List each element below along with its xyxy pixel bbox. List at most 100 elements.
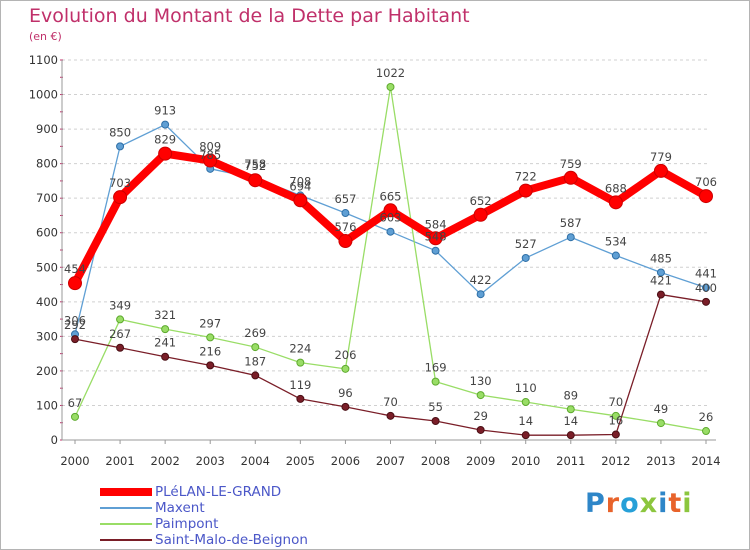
legend-item-saint-malo[interactable]: Saint-Malo-de-Beignon bbox=[100, 532, 308, 548]
data-point bbox=[251, 343, 260, 352]
data-label: 829 bbox=[154, 133, 176, 147]
data-label: 292 bbox=[64, 318, 86, 332]
x-tick-label: 2007 bbox=[376, 454, 405, 468]
data-point bbox=[203, 153, 218, 168]
legend-label-maxent: Maxent bbox=[155, 500, 205, 516]
data-point bbox=[341, 364, 350, 373]
data-point bbox=[428, 231, 443, 246]
data-point bbox=[476, 391, 485, 400]
data-label: 779 bbox=[650, 150, 672, 164]
data-point bbox=[521, 253, 530, 262]
data-point bbox=[161, 352, 170, 361]
logo-letter: r bbox=[605, 488, 621, 519]
data-point bbox=[702, 283, 710, 292]
data-point bbox=[656, 290, 665, 299]
data-label: 587 bbox=[560, 216, 582, 230]
data-point bbox=[476, 290, 485, 299]
legend-label-paimpont: Paimpont bbox=[155, 516, 219, 532]
data-point bbox=[521, 431, 530, 440]
data-point bbox=[158, 146, 173, 161]
logo-letter: o bbox=[620, 488, 640, 519]
x-tick-label: 2000 bbox=[60, 454, 89, 468]
data-point bbox=[566, 233, 575, 242]
data-label: 14 bbox=[563, 414, 578, 428]
data-point bbox=[611, 430, 620, 439]
legend-item-plelan[interactable]: PLéLAN-LE-GRAND bbox=[100, 484, 308, 500]
data-label: 603 bbox=[380, 211, 402, 225]
data-point bbox=[206, 361, 215, 370]
data-label: 703 bbox=[109, 176, 131, 190]
data-point bbox=[702, 297, 710, 306]
data-label: 29 bbox=[473, 409, 488, 423]
data-label: 534 bbox=[605, 235, 627, 249]
y-tick-label: 100 bbox=[36, 398, 58, 412]
data-point bbox=[68, 276, 82, 291]
data-point bbox=[293, 193, 308, 208]
data-point bbox=[296, 394, 305, 403]
data-label: 850 bbox=[109, 125, 131, 139]
data-point bbox=[431, 417, 440, 425]
data-label: 722 bbox=[515, 170, 537, 184]
y-tick-label: 300 bbox=[36, 329, 58, 343]
legend-item-paimpont[interactable]: Paimpont bbox=[100, 516, 308, 532]
data-label: 576 bbox=[334, 220, 356, 234]
y-tick-label: 500 bbox=[36, 260, 58, 274]
data-point bbox=[206, 333, 215, 342]
y-tick-label: 600 bbox=[36, 226, 58, 240]
data-label: 1022 bbox=[376, 66, 405, 80]
data-point bbox=[116, 142, 125, 151]
data-point bbox=[566, 431, 575, 440]
legend-swatch-maxent bbox=[100, 507, 152, 509]
x-tick-label: 2010 bbox=[511, 454, 540, 468]
data-label: 70 bbox=[609, 395, 624, 409]
data-point bbox=[386, 411, 395, 420]
data-point bbox=[653, 163, 668, 178]
data-label: 422 bbox=[470, 273, 492, 287]
data-label: 527 bbox=[515, 237, 537, 251]
data-label: 548 bbox=[425, 230, 447, 244]
legend-swatch-saint-malo bbox=[100, 539, 152, 541]
data-label: 267 bbox=[109, 327, 131, 341]
data-label: 169 bbox=[425, 361, 447, 375]
data-label: 297 bbox=[199, 316, 221, 330]
data-label: 758 bbox=[244, 157, 266, 171]
data-label: 55 bbox=[428, 400, 443, 414]
data-point bbox=[341, 209, 350, 218]
logo-letter: i bbox=[658, 488, 669, 519]
data-point bbox=[383, 203, 398, 218]
logo-letter: P bbox=[585, 488, 606, 519]
logo-letter: x bbox=[639, 488, 659, 519]
data-label: 269 bbox=[244, 326, 266, 340]
data-point bbox=[611, 411, 620, 420]
data-label: 349 bbox=[109, 298, 131, 312]
data-point bbox=[338, 234, 353, 249]
x-tick-label: 2002 bbox=[151, 454, 180, 468]
data-label: 110 bbox=[515, 381, 537, 395]
data-point bbox=[248, 173, 263, 188]
data-label: 224 bbox=[289, 342, 311, 356]
data-label: 441 bbox=[695, 267, 717, 281]
data-point bbox=[431, 246, 440, 255]
data-point bbox=[518, 183, 533, 198]
x-tick-label: 2001 bbox=[105, 454, 134, 468]
data-label: 584 bbox=[425, 217, 447, 231]
data-label: 96 bbox=[338, 386, 353, 400]
data-point bbox=[116, 315, 125, 324]
data-point bbox=[702, 427, 710, 436]
unit-label: (en €) bbox=[29, 30, 62, 43]
data-label: 752 bbox=[244, 159, 266, 173]
y-tick-label: 1100 bbox=[29, 53, 58, 67]
data-label: 708 bbox=[289, 174, 311, 188]
x-tick-label: 2013 bbox=[646, 454, 675, 468]
data-label: 913 bbox=[154, 104, 176, 118]
data-label: 16 bbox=[609, 413, 624, 427]
data-point bbox=[563, 170, 578, 185]
proxiti-logo: Proxiti bbox=[585, 488, 693, 519]
data-point bbox=[476, 425, 485, 434]
data-label: 694 bbox=[289, 179, 311, 193]
data-label: 688 bbox=[605, 181, 627, 195]
legend-item-maxent[interactable]: Maxent bbox=[100, 500, 308, 516]
y-tick-label: 900 bbox=[36, 122, 58, 136]
data-label: 306 bbox=[64, 313, 86, 327]
